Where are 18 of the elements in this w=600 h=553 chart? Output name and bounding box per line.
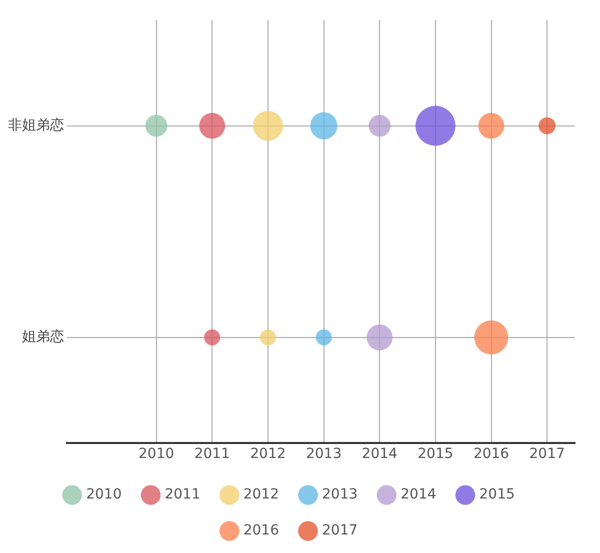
x-tick-label: 2016: [473, 446, 510, 462]
x-tick-label: 2017: [529, 446, 565, 462]
legend-label: 2017: [322, 522, 358, 539]
y-tick-label: 非姐弟恋: [8, 117, 64, 134]
x-tick-label: 2015: [418, 446, 454, 462]
x-tick-label: 2012: [250, 446, 286, 462]
legend-label: 2016: [243, 522, 280, 539]
legend-label: 2011: [164, 486, 200, 503]
legend-label: 2013: [322, 486, 358, 503]
legend-label: 2012: [243, 486, 280, 503]
x-tick-label: 2014: [362, 446, 398, 462]
x-tick-label: 2010: [138, 446, 174, 462]
legend-label: 2014: [400, 486, 436, 503]
x-tick-label: 2013: [306, 446, 342, 462]
legend-label: 2015: [479, 486, 515, 503]
y-tick-label: 姐弟恋: [22, 329, 64, 346]
legend-label: 2010: [86, 486, 122, 503]
x-tick-label: 2011: [194, 446, 230, 462]
